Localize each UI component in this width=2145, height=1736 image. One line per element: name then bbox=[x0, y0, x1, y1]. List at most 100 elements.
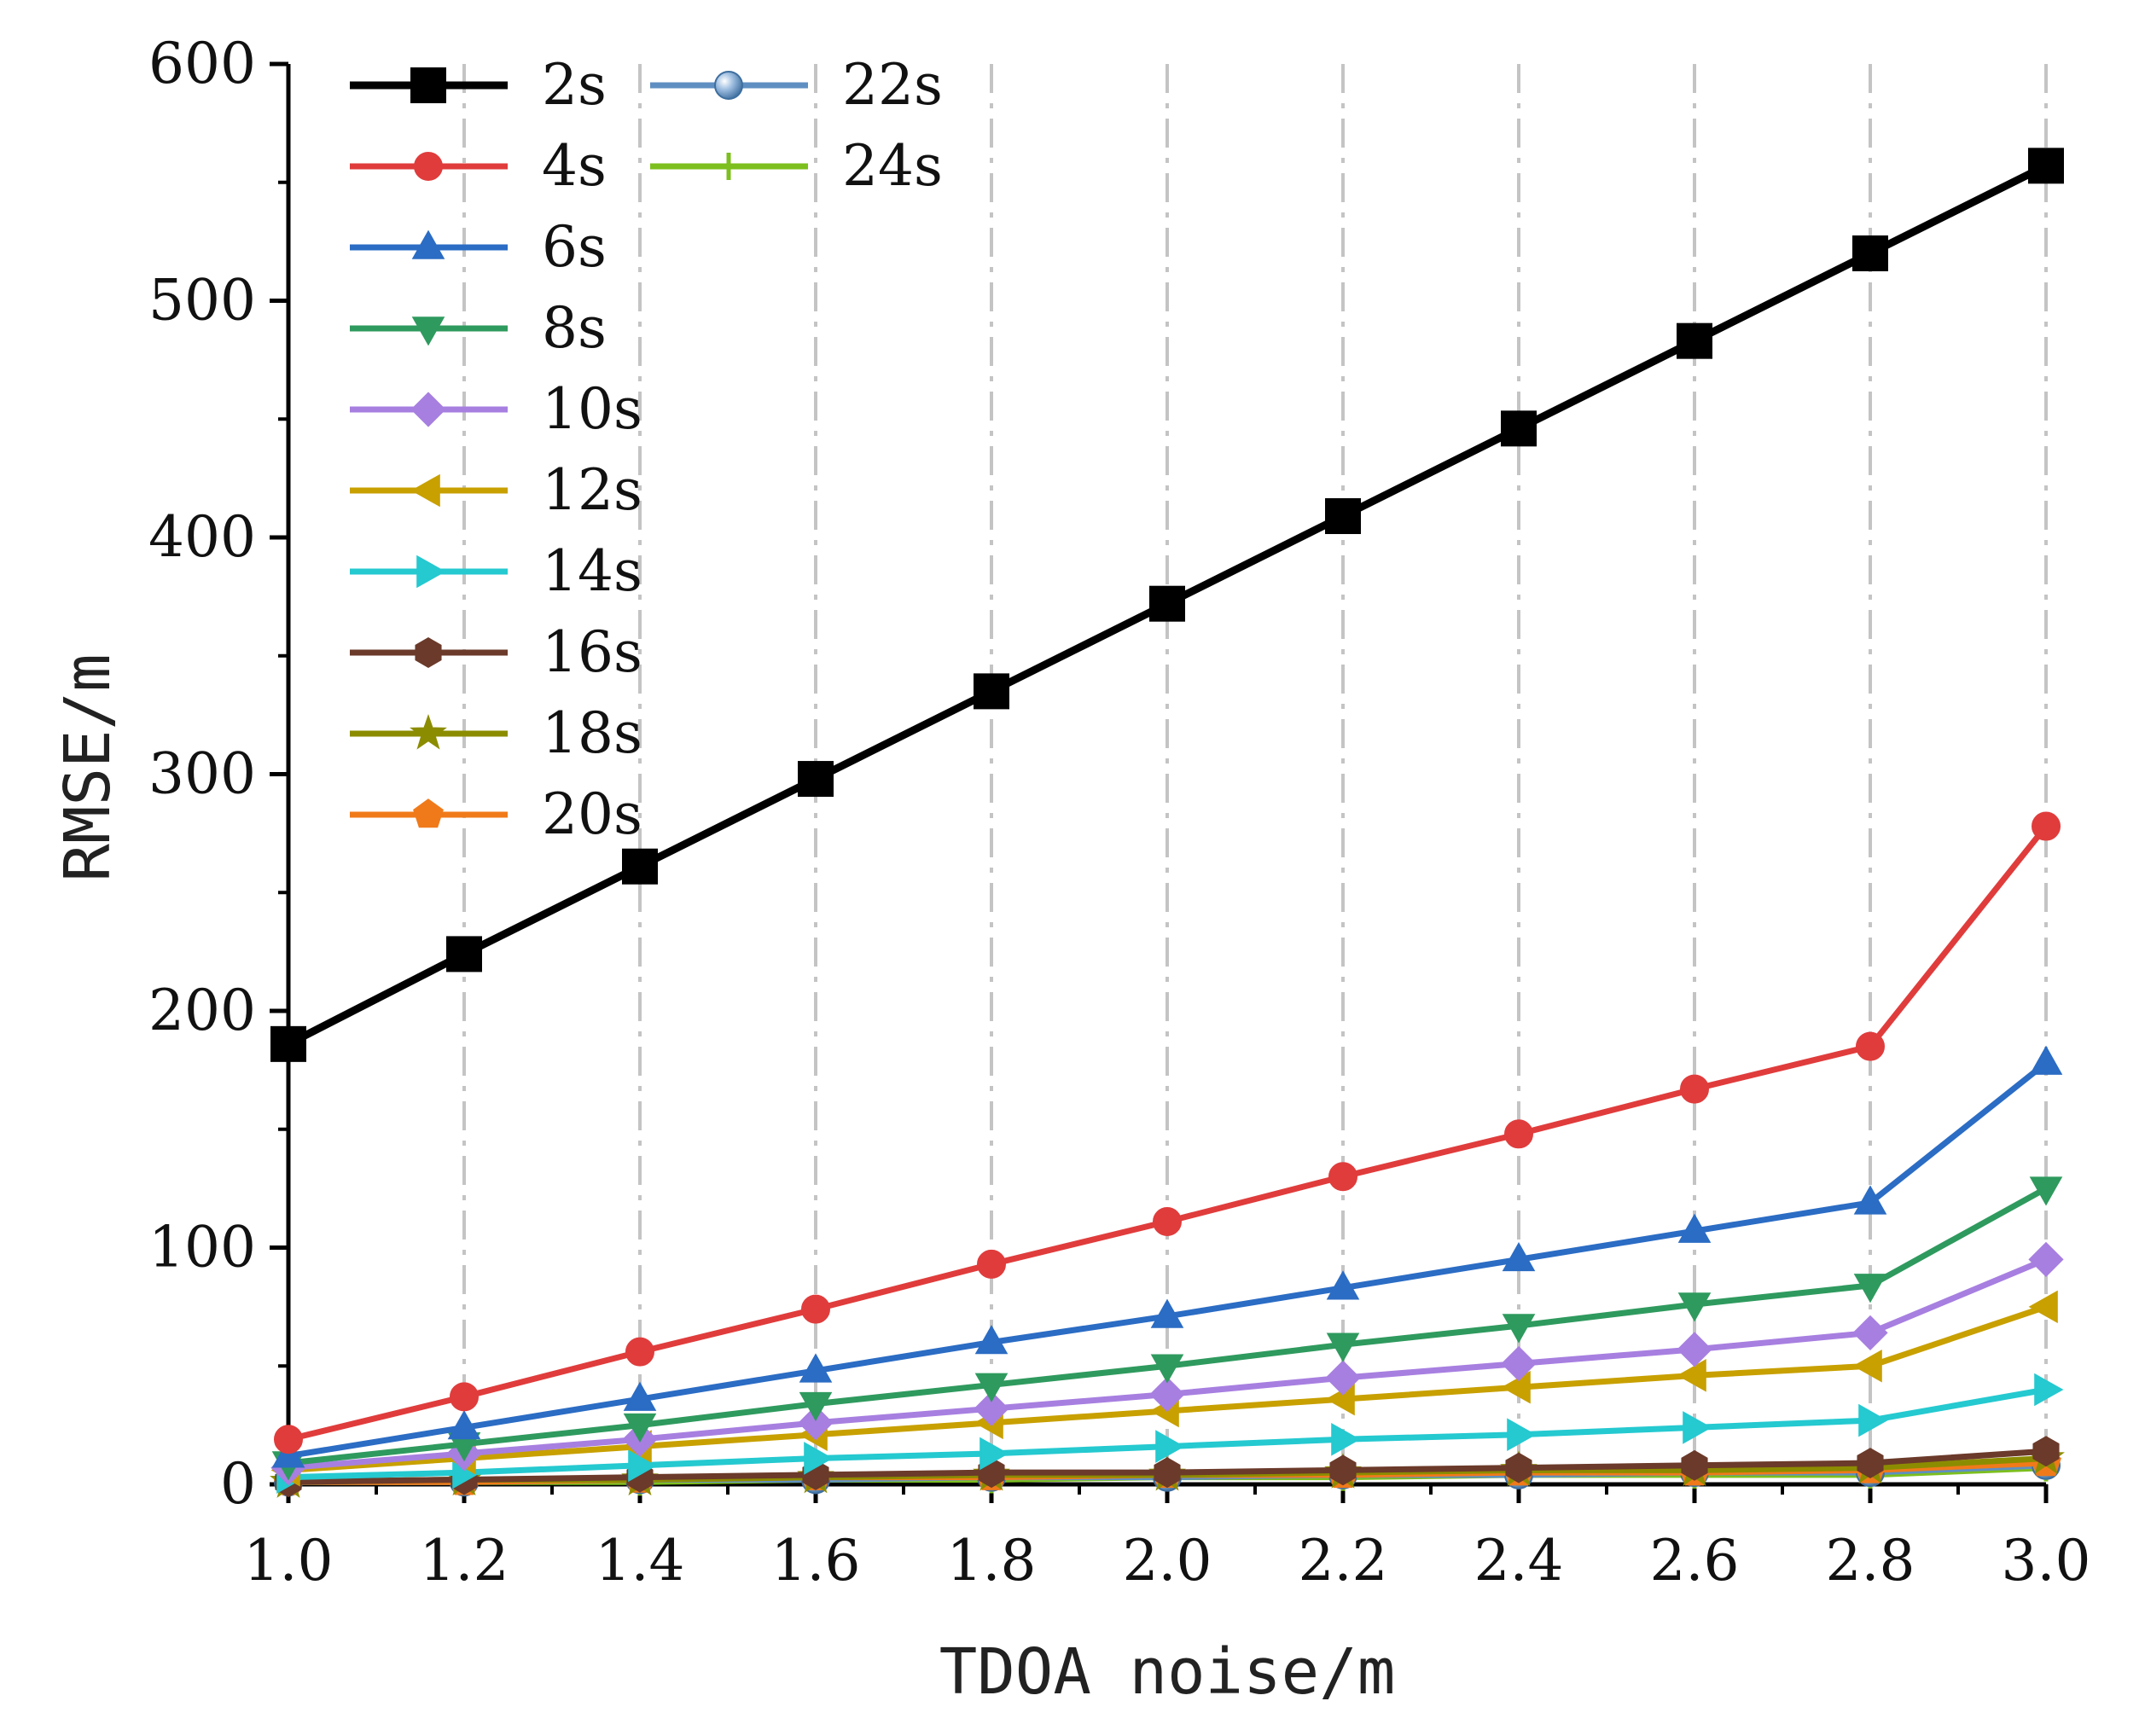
marker-triangle-down bbox=[623, 1413, 657, 1443]
legend: 2s 4s 6s 8s 10s 12s 14s 16s 18s 20s 22s 24s bbox=[350, 52, 943, 847]
marker-circle bbox=[414, 152, 443, 181]
marker-triangle-down bbox=[2029, 1176, 2063, 1206]
series-6s bbox=[271, 1045, 2063, 1468]
legend-item-14s: 14s bbox=[350, 538, 642, 604]
marker-triangle-down bbox=[974, 1373, 1009, 1402]
marker-circle bbox=[801, 1294, 830, 1324]
marker-triangle-left bbox=[1852, 1349, 1882, 1383]
legend-item-18s: 18s bbox=[350, 700, 642, 766]
grid-lines bbox=[462, 64, 2048, 1484]
marker-square bbox=[270, 1025, 306, 1062]
marker-triangle-right bbox=[1331, 1422, 1361, 1456]
marker-diamond bbox=[1677, 1332, 1712, 1367]
marker-triangle-up bbox=[799, 1353, 833, 1383]
y-tick-label: 500 bbox=[148, 268, 256, 334]
legend-label: 18s bbox=[542, 700, 642, 766]
marker-diamond bbox=[1149, 1376, 1185, 1413]
marker-square bbox=[1677, 322, 1712, 359]
marker-square bbox=[798, 761, 834, 798]
x-tick-label: 2.4 bbox=[1474, 1528, 1564, 1594]
series-16s bbox=[275, 1436, 2060, 1498]
marker-circle bbox=[1504, 1119, 1533, 1149]
y-tick-label: 0 bbox=[220, 1451, 256, 1517]
marker-triangle-left bbox=[410, 473, 440, 508]
legend-label: 8s bbox=[542, 295, 607, 361]
x-tick-label: 2.6 bbox=[1650, 1528, 1740, 1594]
marker-triangle-up bbox=[1853, 1185, 1887, 1215]
marker-triangle-up bbox=[447, 1409, 481, 1440]
marker-triangle-up bbox=[974, 1325, 1009, 1355]
marker-pentagon bbox=[413, 798, 444, 828]
marker-square bbox=[446, 936, 482, 973]
marker-triangle-left bbox=[1677, 1359, 1706, 1392]
legend-label: 12s bbox=[542, 457, 642, 523]
marker-triangle-right bbox=[1858, 1403, 1888, 1437]
x-tick-label: 1.8 bbox=[947, 1528, 1037, 1594]
x-tick-label: 2.2 bbox=[1299, 1528, 1388, 1594]
marker-triangle-down bbox=[1853, 1274, 1887, 1303]
marker-triangle-down bbox=[1677, 1292, 1712, 1322]
marker-hexagon bbox=[1154, 1457, 1181, 1489]
legend-label: 4s bbox=[542, 133, 607, 199]
marker-square bbox=[1501, 410, 1537, 447]
marker-circle bbox=[1153, 1206, 1182, 1236]
y-tick-label: 100 bbox=[148, 1215, 256, 1280]
marker-sphere bbox=[714, 71, 743, 100]
series-lines bbox=[270, 148, 2065, 1498]
x-tick-label: 1.0 bbox=[244, 1528, 334, 1594]
marker-triangle-down bbox=[1150, 1354, 1184, 1384]
legend-item-20s: 20s bbox=[350, 781, 642, 847]
legend-item-16s: 16s bbox=[350, 619, 642, 685]
marker-square bbox=[974, 673, 1009, 710]
x-tick-label: 2.8 bbox=[1826, 1528, 1915, 1594]
x-tick-label: 1.2 bbox=[420, 1528, 509, 1594]
y-tick-label: 200 bbox=[148, 978, 256, 1043]
x-tick-label: 1.4 bbox=[596, 1528, 685, 1594]
marker-hexagon bbox=[415, 637, 442, 668]
legend-item-10s: 10s bbox=[350, 376, 642, 442]
marker-triangle-up bbox=[1502, 1241, 1536, 1272]
x-tick-label: 2.0 bbox=[1123, 1528, 1212, 1594]
marker-diamond bbox=[1325, 1360, 1361, 1396]
legend-label: 2s bbox=[542, 52, 607, 118]
marker-hexagon bbox=[1329, 1454, 1357, 1486]
marker-triangle-left bbox=[1501, 1370, 1531, 1404]
marker-triangle-right bbox=[1683, 1411, 1712, 1444]
marker-circle bbox=[450, 1382, 479, 1412]
x-axis-title: TDOA noise/m bbox=[939, 1635, 1396, 1709]
marker-square bbox=[410, 67, 446, 103]
marker-hexagon bbox=[1505, 1452, 1532, 1483]
series-4s bbox=[274, 811, 2061, 1454]
marker-hexagon bbox=[1681, 1449, 1708, 1481]
marker-triangle-right bbox=[416, 554, 446, 589]
marker-square bbox=[622, 848, 658, 885]
y-tick-label: 300 bbox=[148, 741, 256, 807]
marker-square bbox=[1852, 235, 1888, 271]
marker-triangle-up bbox=[1326, 1270, 1360, 1300]
marker-triangle-down bbox=[799, 1391, 833, 1422]
y-tick-label: 400 bbox=[148, 504, 256, 570]
legend-item-12s: 12s bbox=[350, 457, 642, 523]
marker-triangle-up bbox=[623, 1381, 657, 1411]
marker-diamond bbox=[1852, 1315, 1888, 1351]
marker-triangle-down bbox=[1326, 1332, 1360, 1362]
marker-diamond bbox=[2028, 1241, 2064, 1277]
marker-triangle-down bbox=[1502, 1314, 1536, 1344]
marker-triangle-right bbox=[2034, 1373, 2064, 1407]
marker-triangle-right bbox=[979, 1437, 1009, 1471]
axes: 1.0 1.2 1.4 1.6 1.8 2.0 2.2 2.4 2.6 2.8 3.0 0 100 200… bbox=[148, 31, 2090, 1594]
legend-label: 16s bbox=[542, 619, 642, 685]
y-tick-label: 600 bbox=[148, 31, 256, 96]
marker-triangle-right bbox=[804, 1442, 834, 1475]
legend-item-4s: 4s bbox=[350, 133, 607, 199]
marker-square bbox=[1149, 585, 1185, 622]
marker-triangle-up bbox=[1677, 1213, 1712, 1243]
marker-diamond bbox=[410, 392, 446, 427]
legend-label: 24s bbox=[842, 133, 943, 199]
y-axis-title: RMSE/m bbox=[51, 653, 125, 881]
marker-square bbox=[1325, 498, 1361, 535]
axis-labels: TDOA noise/m RMSE/m bbox=[51, 653, 1395, 1709]
marker-diamond bbox=[1501, 1345, 1537, 1382]
legend-label: 10s bbox=[542, 376, 642, 442]
